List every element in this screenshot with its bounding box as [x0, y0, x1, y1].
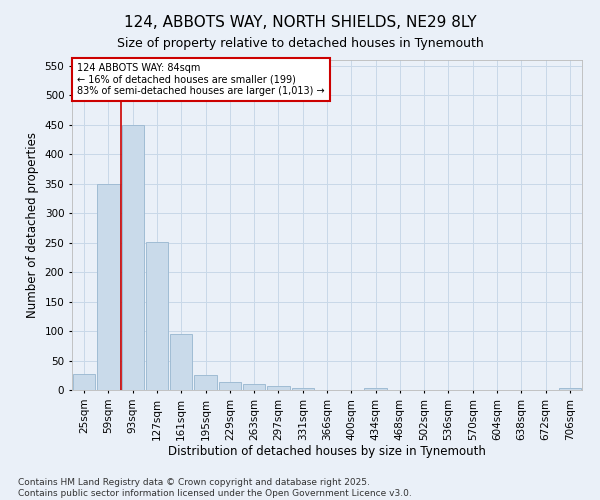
Bar — [170, 334, 193, 390]
Text: Size of property relative to detached houses in Tynemouth: Size of property relative to detached ho… — [116, 38, 484, 51]
Bar — [73, 374, 95, 390]
X-axis label: Distribution of detached houses by size in Tynemouth: Distribution of detached houses by size … — [168, 446, 486, 458]
Bar — [267, 386, 290, 390]
Text: 124, ABBOTS WAY, NORTH SHIELDS, NE29 8LY: 124, ABBOTS WAY, NORTH SHIELDS, NE29 8LY — [124, 15, 476, 30]
Bar — [559, 388, 581, 390]
Y-axis label: Number of detached properties: Number of detached properties — [26, 132, 39, 318]
Bar — [122, 125, 144, 390]
Bar — [364, 388, 387, 390]
Bar — [292, 388, 314, 390]
Bar — [218, 382, 241, 390]
Text: Contains HM Land Registry data © Crown copyright and database right 2025.
Contai: Contains HM Land Registry data © Crown c… — [18, 478, 412, 498]
Bar — [146, 242, 168, 390]
Bar — [194, 376, 217, 390]
Text: 124 ABBOTS WAY: 84sqm
← 16% of detached houses are smaller (199)
83% of semi-det: 124 ABBOTS WAY: 84sqm ← 16% of detached … — [77, 64, 325, 96]
Bar — [97, 184, 119, 390]
Bar — [243, 384, 265, 390]
